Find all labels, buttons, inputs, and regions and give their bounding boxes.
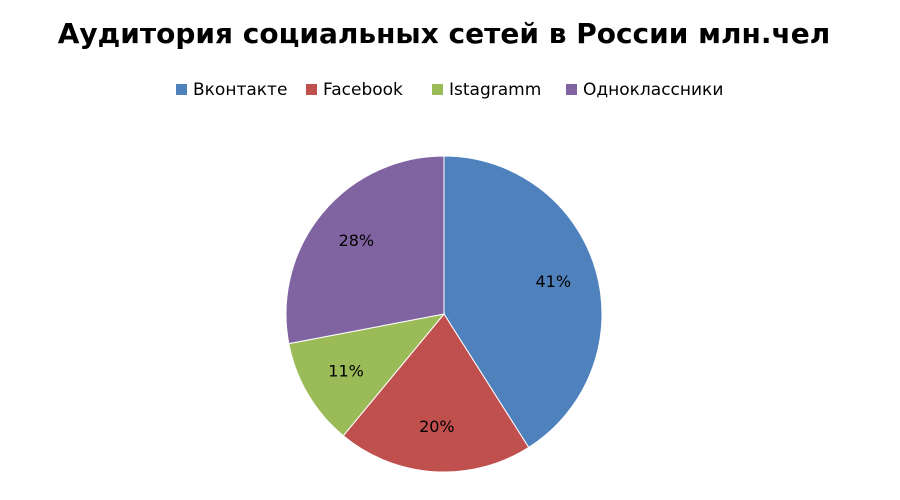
pie-slice <box>285 155 445 345</box>
data-label: 20% <box>419 417 455 436</box>
legend-swatch <box>306 84 317 95</box>
pie-slice <box>443 155 603 449</box>
legend-label: Facebook <box>323 80 403 100</box>
legend-swatch <box>432 84 443 95</box>
pie-slice <box>342 313 530 473</box>
legend-label: Вконтакте <box>193 80 287 100</box>
legend-label: Istagramm <box>449 80 541 100</box>
legend-label: Одноклассники <box>583 80 723 100</box>
legend-swatch <box>176 84 187 95</box>
data-label: 41% <box>535 272 571 291</box>
data-label: 28% <box>339 231 375 250</box>
legend-swatch <box>566 84 577 95</box>
data-label: 11% <box>328 361 364 380</box>
pie-slice <box>288 313 446 437</box>
chart-title: Аудитория социальных сетей в России млн.… <box>58 17 830 50</box>
